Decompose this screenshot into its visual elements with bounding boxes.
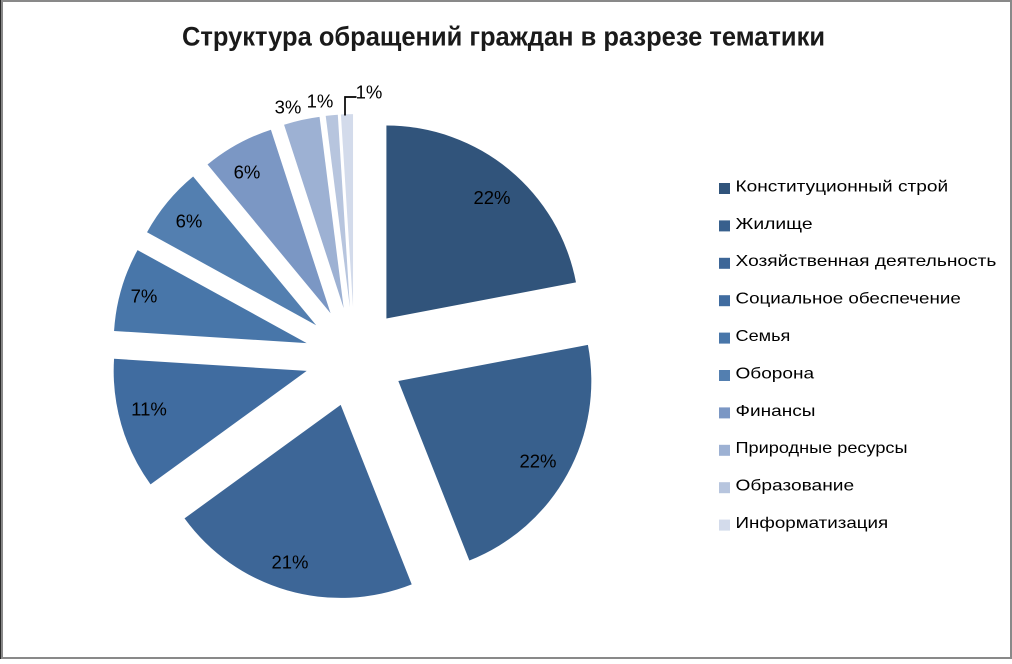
svg-text:Структура обращений граждан в: Структура обращений граждан в разрезе те… [182, 22, 825, 52]
svg-text:1%: 1% [356, 82, 383, 103]
svg-text:Семья: Семья [736, 328, 791, 345]
svg-text:Конституционный строй: Конституционный строй [736, 178, 949, 195]
svg-text:Жилище: Жилище [736, 216, 813, 233]
svg-text:Природные ресурсы: Природные ресурсы [736, 440, 908, 457]
svg-text:Образование: Образование [736, 478, 855, 495]
svg-text:22%: 22% [519, 451, 556, 472]
svg-text:1%: 1% [307, 91, 334, 112]
svg-text:Оборона: Оборона [736, 365, 815, 382]
svg-text:6%: 6% [234, 162, 261, 183]
svg-text:7%: 7% [131, 286, 158, 307]
svg-text:Социальное обеспечение: Социальное обеспечение [736, 291, 961, 308]
svg-text:Хозяйственная деятельность: Хозяйственная деятельность [736, 253, 997, 270]
svg-text:Финансы: Финансы [736, 403, 816, 420]
svg-text:3%: 3% [275, 97, 302, 118]
svg-text:11%: 11% [131, 399, 167, 420]
svg-text:Информатизация: Информатизация [736, 515, 889, 532]
svg-text:22%: 22% [473, 187, 510, 208]
svg-text:21%: 21% [271, 552, 308, 573]
svg-text:6%: 6% [176, 211, 203, 232]
